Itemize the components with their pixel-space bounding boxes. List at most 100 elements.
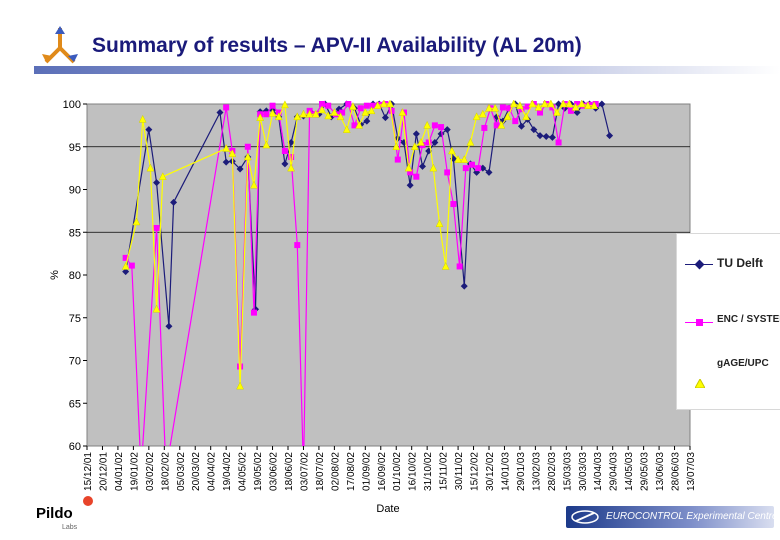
data-point bbox=[512, 118, 519, 125]
data-point bbox=[363, 102, 370, 109]
data-point bbox=[497, 120, 506, 129]
data-point bbox=[305, 109, 314, 118]
data-point bbox=[288, 154, 295, 161]
data-point bbox=[431, 138, 439, 146]
data-point bbox=[392, 142, 401, 150]
x-tick-label: 15/12/02 bbox=[470, 452, 481, 491]
x-tick-label: 20/03/02 bbox=[191, 452, 202, 491]
x-tick-label: 19/05/02 bbox=[253, 452, 264, 491]
data-point bbox=[351, 122, 358, 129]
data-point bbox=[468, 161, 475, 168]
data-point bbox=[537, 109, 544, 116]
x-tick-label: 15/03/03 bbox=[562, 452, 573, 491]
data-point bbox=[355, 120, 364, 129]
data-point bbox=[423, 120, 432, 129]
data-point bbox=[367, 106, 376, 115]
diamond-marker-icon bbox=[694, 259, 705, 270]
x-tick-label: 04/04/02 bbox=[207, 452, 218, 491]
y-tick-label: 80 bbox=[69, 270, 81, 282]
data-point bbox=[325, 102, 332, 109]
data-point bbox=[262, 140, 271, 149]
data-point bbox=[412, 130, 420, 138]
data-point bbox=[236, 381, 244, 390]
data-point bbox=[373, 101, 382, 109]
data-point bbox=[281, 100, 289, 109]
data-point bbox=[121, 261, 130, 270]
data-point bbox=[571, 102, 580, 111]
data-point bbox=[454, 155, 462, 163]
data-point bbox=[228, 149, 237, 157]
eurocontrol-arrows-icon bbox=[42, 26, 78, 64]
legend-item-enc: ENC / SYSTEMS bbox=[681, 302, 780, 342]
data-point bbox=[138, 114, 147, 123]
data-point bbox=[122, 268, 130, 276]
page-title: Summary of results – APV-II Availability… bbox=[92, 34, 582, 57]
x-tick-label: 31/10/02 bbox=[423, 452, 434, 491]
eurocontrol-logo-icon bbox=[571, 510, 599, 524]
data-point bbox=[406, 181, 414, 189]
slide-header: Summary of results – APV-II Availability… bbox=[0, 0, 780, 78]
data-point bbox=[592, 101, 599, 107]
data-point bbox=[281, 148, 288, 155]
data-point bbox=[574, 101, 581, 107]
data-point bbox=[244, 143, 251, 150]
data-point bbox=[429, 163, 438, 172]
x-tick-label: 29/04/03 bbox=[609, 452, 620, 491]
x-tick-label: 15/12/01 bbox=[83, 452, 94, 491]
data-point bbox=[534, 102, 543, 111]
data-point bbox=[417, 137, 425, 146]
data-point bbox=[407, 169, 414, 176]
data-point bbox=[287, 163, 295, 172]
data-point bbox=[431, 122, 438, 129]
data-point bbox=[357, 105, 364, 112]
data-point bbox=[425, 139, 432, 146]
data-point bbox=[481, 124, 488, 131]
data-point bbox=[122, 254, 129, 261]
x-tick-label: 14/01/03 bbox=[500, 452, 511, 491]
data-point bbox=[250, 180, 258, 189]
data-point bbox=[236, 165, 244, 173]
data-point bbox=[243, 152, 252, 161]
x-tick-label: 19/04/02 bbox=[222, 452, 233, 491]
legend-label: TU Delft bbox=[717, 256, 763, 270]
data-point bbox=[330, 107, 339, 116]
data-point bbox=[443, 126, 451, 134]
square-marker-icon bbox=[696, 319, 703, 326]
data-point bbox=[281, 160, 289, 168]
y-tick-label: 60 bbox=[69, 441, 81, 453]
data-point bbox=[311, 109, 320, 118]
x-tick-label: 13/06/03 bbox=[655, 452, 666, 491]
data-point bbox=[410, 142, 419, 150]
data-point bbox=[379, 99, 388, 108]
data-point bbox=[370, 102, 377, 109]
company-name: Pildo bbox=[36, 505, 73, 522]
data-point bbox=[491, 103, 500, 112]
data-point bbox=[606, 132, 614, 140]
data-point bbox=[450, 201, 457, 208]
data-point bbox=[404, 163, 413, 172]
x-tick-label: 13/07/03 bbox=[686, 452, 697, 491]
legend-item-tudelft: TU Delft bbox=[681, 252, 779, 292]
legend-label: ENC / SYSTEMS bbox=[717, 314, 780, 325]
data-point bbox=[435, 219, 444, 227]
data-point bbox=[565, 99, 574, 108]
data-point bbox=[349, 102, 357, 110]
data-point bbox=[153, 224, 160, 231]
data-point bbox=[216, 109, 224, 117]
y-axis-label: % bbox=[49, 270, 61, 280]
x-tick-label: 15/11/02 bbox=[439, 452, 450, 491]
company-sub: Labs bbox=[62, 524, 78, 531]
data-point bbox=[549, 104, 556, 111]
data-point bbox=[485, 168, 493, 176]
data-point bbox=[223, 104, 230, 111]
data-point bbox=[536, 132, 544, 140]
data-point bbox=[466, 137, 475, 146]
x-tick-label: 30/03/03 bbox=[578, 452, 589, 491]
data-point bbox=[540, 99, 549, 108]
x-tick-label: 13/02/03 bbox=[531, 452, 542, 491]
y-tick-label: 85 bbox=[69, 227, 81, 239]
x-tick-label: 14/04/03 bbox=[593, 452, 604, 491]
data-point bbox=[294, 242, 301, 249]
x-tick-label: 01/09/02 bbox=[361, 452, 372, 491]
y-tick-label: 95 bbox=[69, 142, 81, 154]
